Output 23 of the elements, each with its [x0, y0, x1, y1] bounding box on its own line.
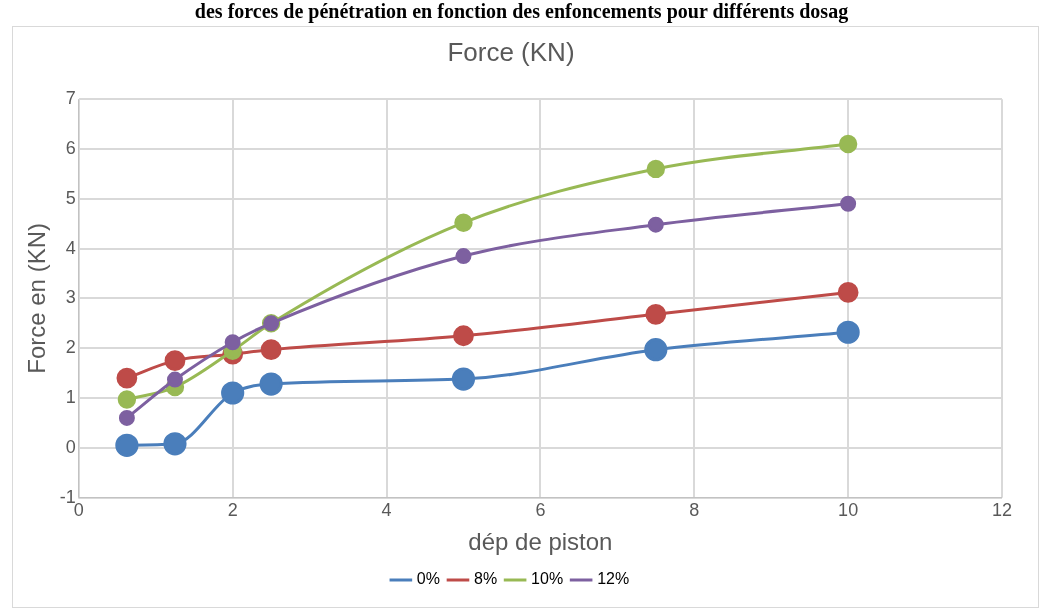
- y-tick-label: 7: [65, 88, 76, 109]
- y-tick-label: 2: [65, 337, 76, 358]
- x-tick-label: 6: [535, 500, 546, 521]
- y-tick-label: 0: [65, 436, 76, 457]
- y-tick-label: 5: [65, 187, 76, 208]
- chart-title: Force (KN): [447, 36, 575, 67]
- legend-label: 8%: [473, 570, 498, 588]
- legend-label: 12%: [597, 570, 630, 588]
- x-tick-label: 2: [227, 500, 238, 521]
- text: des forces de pénétration en fonction des enfoncements pour différents dosag: [193, 0, 850, 22]
- y-tick-label: 6: [65, 137, 76, 158]
- y-axis-title: Force en (KN): [23, 223, 51, 374]
- x-tick-label: 10: [838, 500, 859, 521]
- x-tick-label: 8: [689, 500, 700, 521]
- x-tick-label: 12: [991, 500, 1013, 521]
- y-tick-label: 4: [65, 237, 76, 258]
- y-tick-label: 1: [65, 386, 76, 407]
- x-axis-title: dép de piston: [468, 528, 613, 556]
- y-tick-label: -1: [59, 486, 76, 507]
- x-tick-label: 4: [381, 500, 392, 521]
- legend-label: 10%: [531, 570, 564, 588]
- legend-label: 0%: [416, 570, 440, 588]
- y-tick-label: 3: [65, 287, 76, 308]
